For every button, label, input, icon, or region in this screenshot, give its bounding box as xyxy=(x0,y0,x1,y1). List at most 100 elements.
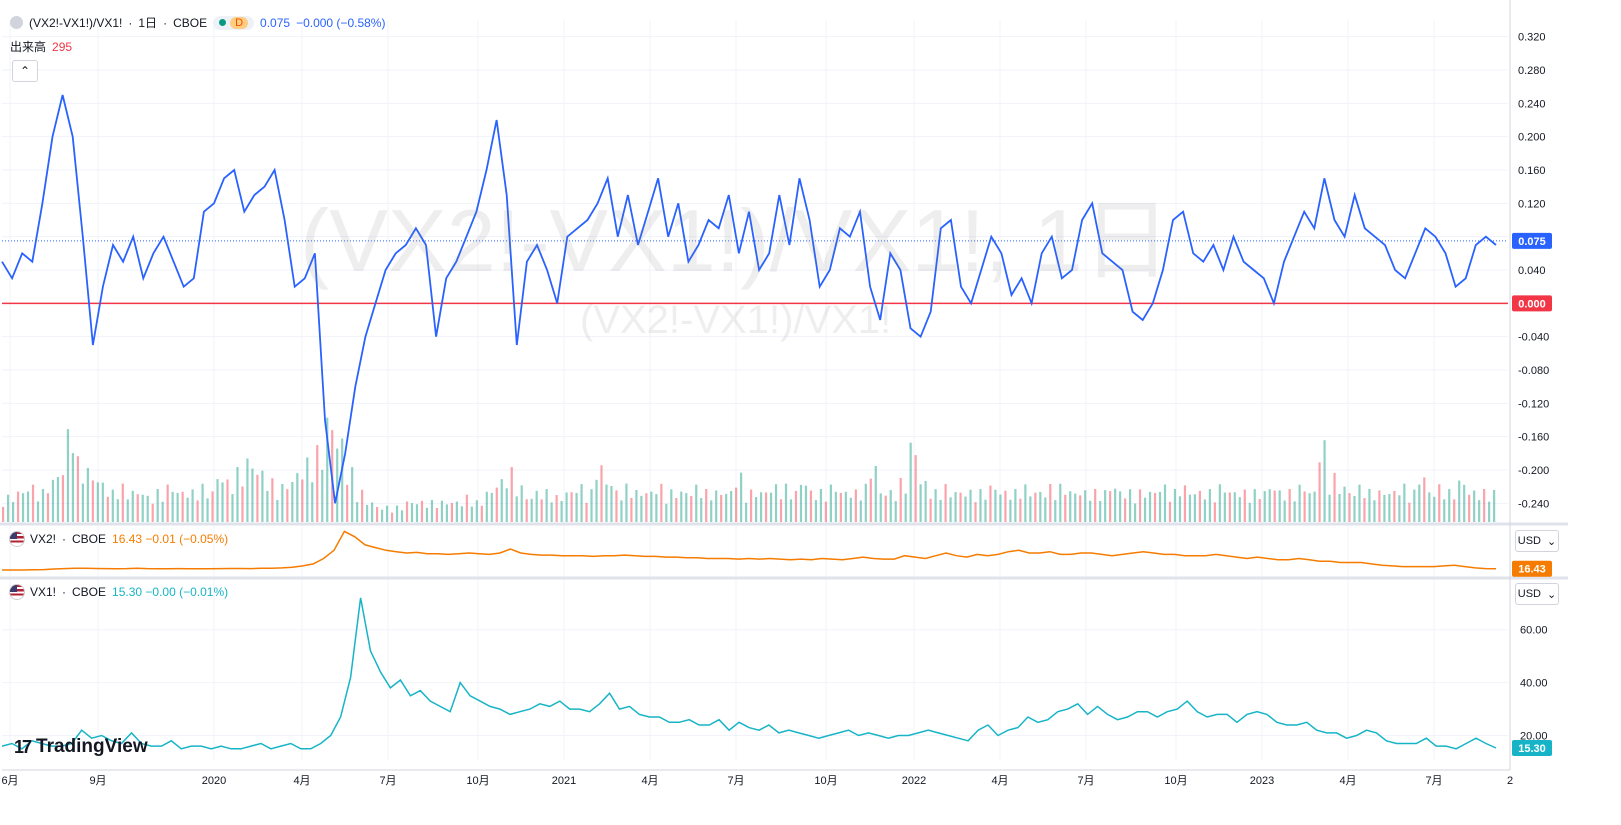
volume-bar xyxy=(151,503,154,522)
legend-symbol[interactable]: (VX2!-VX1!)/VX1! xyxy=(29,15,123,30)
zero-price-label-bg xyxy=(1512,295,1552,312)
volume-bar xyxy=(296,473,299,522)
volume-bar xyxy=(1029,496,1032,522)
volume-bar xyxy=(356,502,359,522)
volume-legend[interactable]: 出来高 295 xyxy=(10,38,72,55)
volume-bar xyxy=(700,498,703,522)
x-tick-label: 7月 xyxy=(1077,775,1094,787)
us-flag-icon xyxy=(10,585,24,599)
volume-bar xyxy=(1328,494,1331,522)
symbol-logo-icon xyxy=(10,16,23,29)
y-axis-vx1[interactable]: 60.00 40.00 20.00 xyxy=(1520,625,1548,743)
volume-bar xyxy=(520,485,523,522)
y-axis-main[interactable]: 0.3200.2800.2400.2000.1600.1200.0800.040… xyxy=(1509,0,1549,770)
x-tick-label: 4月 xyxy=(991,775,1008,787)
vx2-symbol[interactable]: VX2! xyxy=(30,532,57,546)
chevron-down-icon: ⌄ xyxy=(1547,535,1557,548)
volume-bar xyxy=(346,484,349,522)
volume-bar xyxy=(560,500,563,522)
legend-interval[interactable]: 1日 xyxy=(138,16,158,30)
volume-bar xyxy=(1188,494,1192,522)
volume-bar xyxy=(814,500,818,522)
volume-bar xyxy=(440,500,444,522)
volume-bar xyxy=(121,483,124,522)
y-tick-label: -0.080 xyxy=(1518,365,1549,377)
vx1-symbol[interactable]: VX1! xyxy=(30,585,57,599)
volume-bar xyxy=(600,465,603,522)
zero-price-label: 0.000 xyxy=(1518,298,1546,310)
volume-bar xyxy=(11,502,15,522)
volume-bar xyxy=(550,502,553,522)
volume-bar xyxy=(869,478,872,522)
volume-bar xyxy=(859,500,862,522)
x-axis[interactable]: 6月 9月 2020 4月 7月 10月 2021 4月 7月 10月 2022 4月 7月 10月 202… xyxy=(1,769,1513,787)
volume-bar xyxy=(1198,490,1201,522)
volume-bar xyxy=(994,489,997,522)
volume-bar xyxy=(455,501,458,522)
pane-separators xyxy=(0,522,1568,580)
vx2-currency-select[interactable]: USD ⌄ xyxy=(1515,530,1559,552)
vx1-legend[interactable]: VX1! · CBOE 15.30 −0.00 (−0.01%) xyxy=(10,585,228,599)
volume-bar xyxy=(894,501,897,522)
volume-bar xyxy=(366,504,369,522)
volume-bar xyxy=(1458,480,1461,522)
collapse-legend-button[interactable]: ⌃ xyxy=(12,60,38,82)
x-tick-label: 10月 xyxy=(814,775,837,787)
volume-bar xyxy=(1348,493,1351,522)
y-tick-label: -0.040 xyxy=(1518,332,1549,344)
volume-bar xyxy=(141,494,144,522)
volume-bar xyxy=(1383,494,1386,522)
market-status-pill[interactable]: D xyxy=(213,15,255,30)
volume-bar xyxy=(630,497,633,522)
volume-bar xyxy=(1243,489,1246,522)
currency-label: USD xyxy=(1517,588,1541,600)
volume-bar xyxy=(16,491,20,522)
tradingview-logo[interactable]: 17 TradingView xyxy=(14,736,148,758)
volume-bar xyxy=(101,482,104,522)
volume-bar xyxy=(1109,491,1112,522)
volume-bar xyxy=(435,508,439,522)
volume-bar xyxy=(166,484,169,522)
x-tick-label: 10月 xyxy=(1164,775,1187,787)
volume-bar xyxy=(1403,483,1406,522)
last-price-label-bg xyxy=(1512,232,1552,249)
volume-bar xyxy=(1173,489,1177,522)
volume-bar xyxy=(81,483,84,522)
volume-bar xyxy=(530,498,533,522)
volume-bar xyxy=(1014,489,1017,522)
last-price-label: 0.075 xyxy=(1518,236,1546,248)
volume-bar xyxy=(306,457,309,522)
volume-bar xyxy=(685,493,688,522)
chevron-up-icon: ⌃ xyxy=(19,64,31,78)
main-legend[interactable]: (VX2!-VX1!)/VX1! · 1日 · CBOE D 0.075 −0.… xyxy=(10,14,385,31)
x-tick-label: 4月 xyxy=(1339,775,1356,787)
volume-bar xyxy=(605,484,608,522)
volume-bar xyxy=(1343,486,1346,522)
volume-bar xyxy=(650,491,653,522)
volume-bar xyxy=(769,492,773,522)
vx1-series-line xyxy=(1,597,1497,750)
volume-bar xyxy=(361,489,364,522)
volume-bar xyxy=(690,495,693,522)
volume-bar xyxy=(1019,498,1022,522)
volume-bar xyxy=(1478,500,1481,522)
vx2-legend[interactable]: VX2! · CBOE 16.43 −0.01 (−0.05%) xyxy=(10,532,228,546)
volume-bar xyxy=(735,487,738,522)
volume-bar xyxy=(321,469,324,522)
volume-bar xyxy=(131,490,134,522)
y-tick-label: 0.200 xyxy=(1518,132,1546,144)
volume-bar xyxy=(201,483,204,522)
volume-bar xyxy=(1138,489,1142,522)
volume-bar xyxy=(720,494,723,522)
volume-bar xyxy=(665,503,668,522)
volume-value: 295 xyxy=(52,39,73,54)
tradingview-logo-icon: 17 xyxy=(14,736,32,757)
legend-last-value: 0.075 xyxy=(260,15,291,30)
volume-bar xyxy=(485,491,488,522)
volume-bar xyxy=(56,477,60,522)
vx1-currency-select[interactable]: USD ⌄ xyxy=(1515,583,1559,605)
volume-bar xyxy=(899,478,902,522)
volume-bar xyxy=(1333,472,1336,522)
volume-bar xyxy=(241,486,244,522)
